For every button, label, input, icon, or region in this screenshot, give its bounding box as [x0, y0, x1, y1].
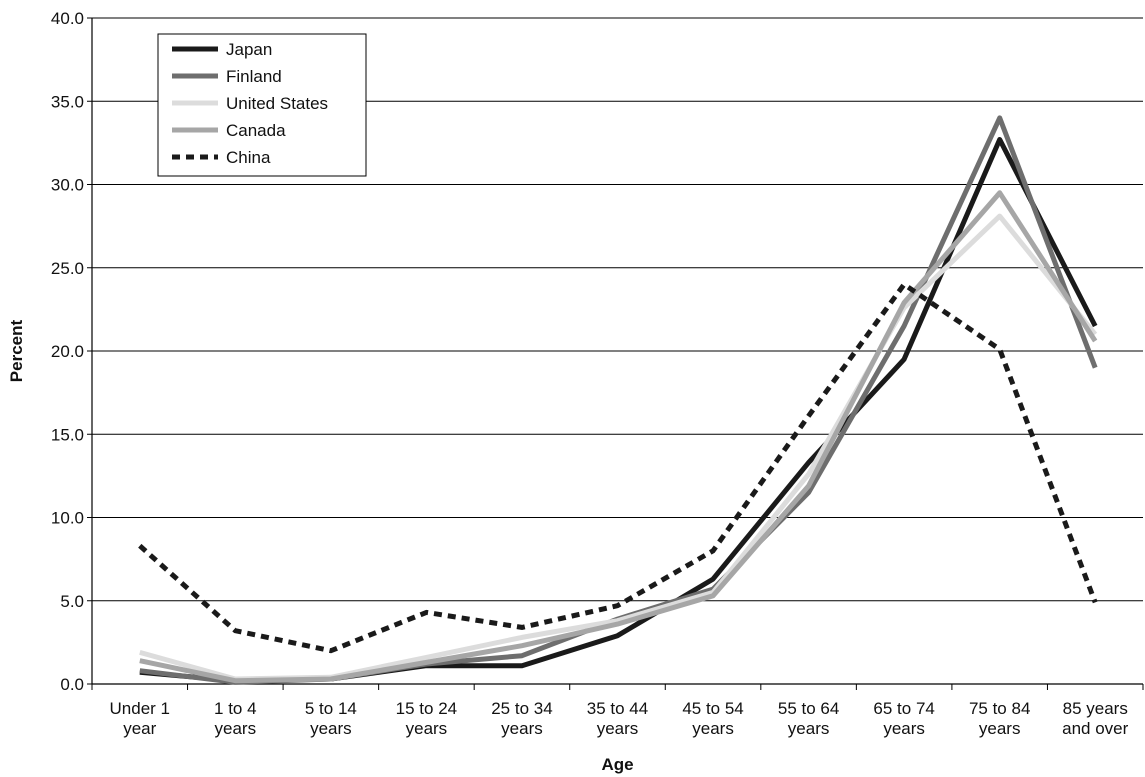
series-line-united-states [139, 213, 1098, 682]
x-tick-label-line: 65 to 74 [873, 699, 934, 718]
y-tick-label: 25.0 [51, 259, 84, 278]
series-lines [138, 115, 1098, 685]
y-tick-label: 10.0 [51, 509, 84, 528]
x-tick-label-line: 35 to 44 [587, 699, 648, 718]
x-tick-label-line: 45 to 54 [682, 699, 743, 718]
series-line-china [138, 280, 1098, 654]
y-tick-label: 15.0 [51, 425, 84, 444]
legend-label: United States [226, 94, 328, 113]
x-axis-title: Age [601, 755, 633, 774]
x-tick-label-line: years [883, 719, 925, 738]
x-tick-label-line: years [692, 719, 734, 738]
x-tick-label-line: years [979, 719, 1021, 738]
y-axis-title: Percent [7, 319, 26, 382]
legend: Japan Finland United States Canada China [157, 33, 367, 177]
x-tick-label-line: 85 years [1063, 699, 1128, 718]
x-tick-label-line: year [123, 719, 156, 738]
y-tick-label: 20.0 [51, 342, 84, 361]
x-tick-label: 55 to 64 years [778, 699, 839, 738]
legend-label: China [226, 148, 271, 167]
y-tick-label: 0.0 [60, 675, 84, 694]
y-tick-label: 40.0 [51, 9, 84, 28]
x-tick-label-line: 15 to 24 [396, 699, 457, 718]
x-tick-label: 35 to 44 years [587, 699, 648, 738]
legend-label: Finland [226, 67, 282, 86]
legend-label: Japan [226, 40, 272, 59]
y-axis-ticks: 0.0 5.0 10.0 15.0 20.0 25.0 30.0 35.0 40.0 [51, 9, 92, 694]
legend-label: Canada [226, 121, 286, 140]
y-tick-label: 30.0 [51, 176, 84, 195]
x-tick-label: 75 to 84 years [969, 699, 1030, 738]
x-tick-label-line: years [406, 719, 448, 738]
x-tick-label-line: 5 to 14 [305, 699, 357, 718]
x-tick-label: 65 to 74 years [873, 699, 934, 738]
x-tick-label: 45 to 54 years [682, 699, 743, 738]
x-tick-label-line: 1 to 4 [214, 699, 257, 718]
y-tick-label: 35.0 [51, 92, 84, 111]
x-tick-label-line: years [597, 719, 639, 738]
y-tick-label: 5.0 [60, 592, 84, 611]
series-line-canada [139, 190, 1098, 684]
x-tick-label-line: years [501, 719, 543, 738]
x-tick-label: 25 to 34 years [491, 699, 552, 738]
x-tick-label: 15 to 24 years [396, 699, 457, 738]
x-tick-label: 1 to 4 years [214, 699, 257, 738]
x-tick-label-line: years [788, 719, 830, 738]
x-tick-label-line: 55 to 64 [778, 699, 839, 718]
x-tick-label-line: 25 to 34 [491, 699, 552, 718]
x-tick-label-line: and over [1062, 719, 1128, 738]
x-tick-label: 85 years and over [1062, 699, 1128, 738]
x-tick-label-line: Under 1 [110, 699, 170, 718]
x-tick-label: 5 to 14 years [305, 699, 357, 738]
series-line-finland [139, 115, 1098, 685]
x-tick-label-line: years [215, 719, 257, 738]
x-tick-label-line: years [310, 719, 352, 738]
x-tick-label: Under 1 year [110, 699, 170, 738]
x-tick-label-line: 75 to 84 [969, 699, 1030, 718]
